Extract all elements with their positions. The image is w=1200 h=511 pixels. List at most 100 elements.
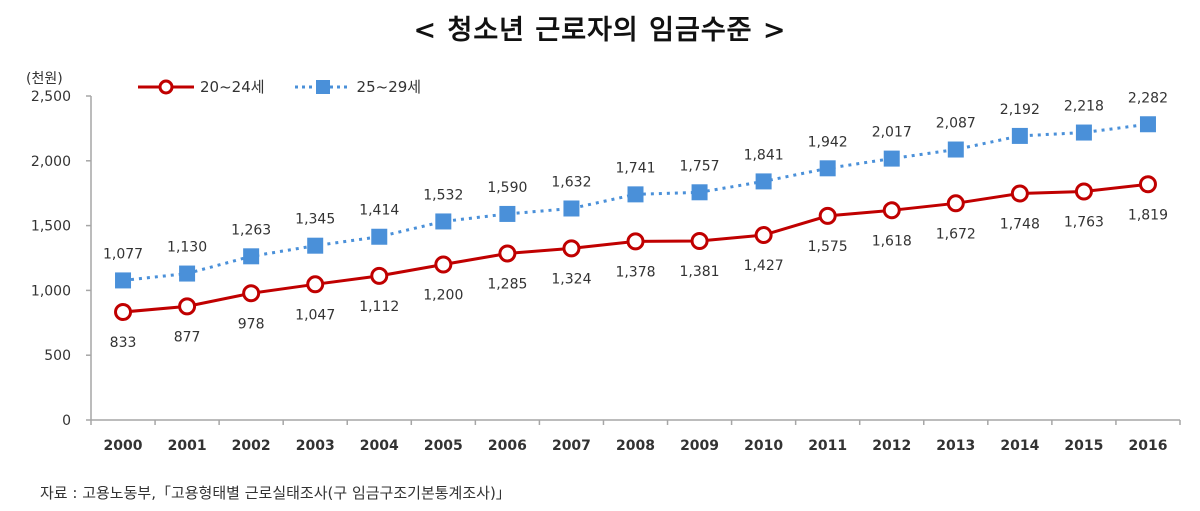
y-tick-label: 0 [62, 413, 71, 429]
data-label-25-29: 1,414 [359, 203, 399, 219]
data-point-25-29 [179, 265, 196, 282]
data-label-20-24: 1,200 [423, 287, 463, 303]
data-point-20-24 [114, 303, 133, 322]
data-point-20-24 [370, 266, 389, 285]
x-tick-label: 2004 [360, 438, 399, 454]
data-label-20-24: 1,763 [1064, 215, 1104, 231]
x-tick-label: 2011 [808, 438, 847, 454]
data-label-20-24: 1,427 [744, 258, 784, 274]
data-point-20-24 [946, 194, 965, 213]
x-tick-label: 2002 [232, 438, 271, 454]
data-label-20-24: 833 [110, 335, 137, 351]
data-label-25-29: 1,757 [680, 158, 720, 174]
data-point-20-24 [562, 239, 581, 258]
data-point-25-29 [1139, 116, 1156, 133]
x-tick-label: 2015 [1064, 438, 1103, 454]
data-label-20-24: 1,381 [680, 264, 720, 280]
x-tick-label: 2013 [936, 438, 975, 454]
data-label-20-24: 1,324 [551, 271, 591, 287]
data-label-25-29: 1,632 [551, 174, 591, 190]
data-label-20-24: 1,618 [872, 233, 912, 249]
data-point-25-29 [435, 213, 452, 230]
legend-item-25-29: 25~29세 [294, 76, 422, 97]
y-axis-unit-label: (천원) [26, 71, 63, 87]
data-label-20-24: 1,575 [808, 239, 848, 255]
data-point-20-24 [1010, 184, 1029, 203]
data-point-20-24 [626, 232, 645, 251]
source-note: 자료 : 고용노동부,「고용형태별 근로실태조사(구 임금구조기본통계조사)」 [40, 484, 511, 502]
data-label-25-29: 2,087 [936, 116, 976, 132]
x-tick-label: 2009 [680, 438, 719, 454]
data-label-20-24: 1,748 [1000, 216, 1040, 232]
x-tick-label: 2014 [1000, 438, 1039, 454]
data-label-25-29: 2,218 [1064, 99, 1104, 115]
x-tick-label: 2006 [488, 438, 527, 454]
data-label-25-29: 2,017 [872, 125, 912, 141]
y-tick-label: 1,500 [31, 219, 71, 235]
data-point-20-24 [242, 284, 261, 303]
data-label-20-24: 877 [174, 329, 201, 345]
y-tick-label: 2,000 [31, 154, 71, 170]
data-point-25-29 [691, 184, 708, 201]
data-point-20-24 [434, 255, 453, 274]
data-point-20-24 [882, 201, 901, 220]
data-point-25-29 [883, 150, 900, 167]
data-label-20-24: 1,285 [487, 276, 527, 292]
data-point-25-29 [243, 248, 260, 265]
data-label-25-29: 1,741 [615, 160, 655, 176]
data-label-25-29: 1,077 [103, 246, 143, 262]
data-point-25-29 [115, 272, 132, 289]
x-tick-label: 2007 [552, 438, 591, 454]
data-label-25-29: 1,590 [487, 180, 527, 196]
data-point-20-24 [690, 232, 709, 251]
data-point-25-29 [819, 160, 836, 177]
x-tick-label: 2010 [744, 438, 783, 454]
data-point-20-24 [1074, 182, 1093, 201]
data-point-25-29 [371, 228, 388, 245]
data-label-25-29: 1,130 [167, 240, 207, 256]
data-label-25-29: 2,192 [1000, 102, 1040, 118]
data-point-25-29 [947, 141, 964, 158]
data-point-25-29 [1011, 127, 1028, 144]
data-label-20-24: 978 [238, 316, 265, 332]
data-label-25-29: 1,841 [744, 147, 784, 163]
data-point-20-24 [754, 226, 773, 245]
x-tick-label: 2012 [872, 438, 911, 454]
data-label-25-29: 1,263 [231, 222, 271, 238]
data-point-20-24 [178, 297, 197, 316]
legend-label: 20~24세 [200, 78, 265, 96]
data-point-25-29 [499, 205, 516, 222]
x-tick-label: 2008 [616, 438, 655, 454]
data-label-25-29: 2,282 [1128, 90, 1168, 106]
data-point-25-29 [755, 173, 772, 190]
data-point-25-29 [307, 237, 324, 254]
data-label-25-29: 1,532 [423, 187, 463, 203]
data-label-25-29: 1,345 [295, 212, 335, 228]
x-tick-label: 2016 [1128, 438, 1167, 454]
x-tick-label: 2005 [424, 438, 463, 454]
data-label-20-24: 1,672 [936, 226, 976, 242]
data-point-25-29 [1075, 124, 1092, 141]
x-tick-label: 2003 [296, 438, 335, 454]
y-tick-label: 1,000 [31, 283, 71, 299]
data-point-20-24 [1138, 175, 1157, 194]
legend-line-circle-icon [138, 79, 194, 94]
legend-label: 25~29세 [356, 78, 422, 96]
x-tick-label: 2000 [104, 438, 143, 454]
y-tick-label: 2,500 [31, 89, 71, 105]
data-label-20-24: 1,112 [359, 299, 399, 315]
x-tick-label: 2001 [168, 438, 207, 454]
legend-item-20-24: 20~24세 [138, 76, 265, 97]
data-label-25-29: 1,942 [808, 134, 848, 150]
data-point-20-24 [306, 275, 325, 294]
data-point-20-24 [498, 244, 517, 263]
legend: 20~24세 25~29세 [138, 76, 451, 97]
chart-title: < 청소년 근로자의 임금수준 > [413, 15, 787, 46]
y-tick-label: 500 [44, 348, 71, 364]
data-label-20-24: 1,819 [1128, 207, 1168, 223]
data-point-25-29 [563, 200, 580, 217]
data-label-20-24: 1,378 [615, 264, 655, 280]
data-point-25-29 [627, 186, 644, 203]
data-label-20-24: 1,047 [295, 307, 335, 323]
